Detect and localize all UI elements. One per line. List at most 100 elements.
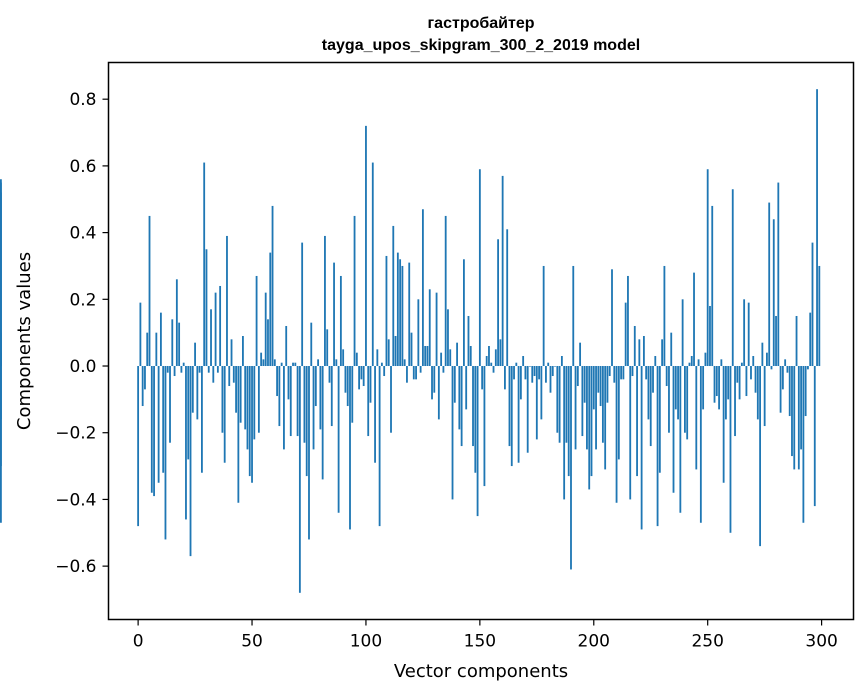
bar [421,209,424,367]
bar [419,366,422,373]
bar [658,366,661,473]
bar [606,366,609,403]
bar [510,366,513,467]
bar [380,362,383,367]
bar [611,269,613,367]
bar [187,366,190,460]
bar [522,356,525,367]
bar [467,315,470,367]
bar [175,279,178,367]
bar [766,352,768,367]
bar [171,319,174,367]
bar [504,366,506,390]
bar [244,366,247,430]
bar [207,366,210,373]
bar [235,366,237,413]
bar [424,346,427,367]
bar [203,162,206,367]
bar [702,366,705,410]
bar [431,366,433,400]
x-axis-ticks: 0 50 100 150 200 250 300 [133,619,838,652]
bar [567,366,570,477]
bar [570,366,572,570]
bar [182,362,185,367]
bar [392,225,395,367]
bar [563,366,566,500]
bar [818,265,821,367]
bar [560,356,563,367]
chart-subtitle: tayga_upos_skipgram_300_2_2019 model [322,37,640,54]
bar [684,366,686,433]
bar [219,285,222,367]
bar [540,366,543,420]
bar [807,366,809,370]
bar [456,342,458,367]
bar [501,175,504,367]
bar [743,299,746,367]
bar [271,205,274,367]
bar [642,336,645,367]
bar [800,366,803,450]
bar [273,359,276,367]
bar [155,332,158,367]
bar [633,325,636,367]
bar [640,366,643,530]
bar [451,366,454,500]
bar [706,169,709,367]
bar [294,362,297,367]
bar [137,366,140,527]
bar [319,366,322,430]
bar [686,366,689,440]
bar [378,366,381,527]
bar [636,366,638,477]
bar [433,366,436,393]
bar [308,366,310,540]
bar [339,275,342,367]
bar [483,366,486,487]
bar [314,366,317,407]
bar [328,366,331,383]
bar [713,366,716,403]
bar [549,366,552,393]
bar [440,352,443,367]
bar [390,366,392,433]
bar [159,312,162,367]
bar [768,202,771,367]
bar [196,366,199,420]
bar [303,366,306,443]
bar [169,366,171,443]
bar [469,346,472,367]
bar [396,252,399,367]
bar [775,315,777,367]
bar [695,366,698,470]
bar [324,235,326,367]
bar [412,366,415,380]
y-tick-label: −0.4 [55,490,96,510]
bar [248,366,251,477]
bar [485,356,488,367]
bar [401,265,404,367]
y-tick-label: −0.2 [55,424,96,444]
bar [649,366,652,447]
bar [367,366,370,437]
bar [257,366,260,433]
bar [786,366,789,373]
x-tick-label: 300 [805,632,837,652]
bar [385,255,388,367]
bar [394,336,397,367]
bar [729,366,732,533]
bar [681,299,684,367]
bar [791,366,793,457]
bar [772,219,775,367]
bar [342,349,345,367]
bar [533,366,536,377]
bar [239,366,242,423]
bar [216,366,219,373]
bar [624,302,627,367]
bar [690,356,693,367]
bar [517,366,520,463]
bar [178,322,181,367]
bar [663,265,666,367]
bar [754,366,757,393]
bar [672,366,675,493]
